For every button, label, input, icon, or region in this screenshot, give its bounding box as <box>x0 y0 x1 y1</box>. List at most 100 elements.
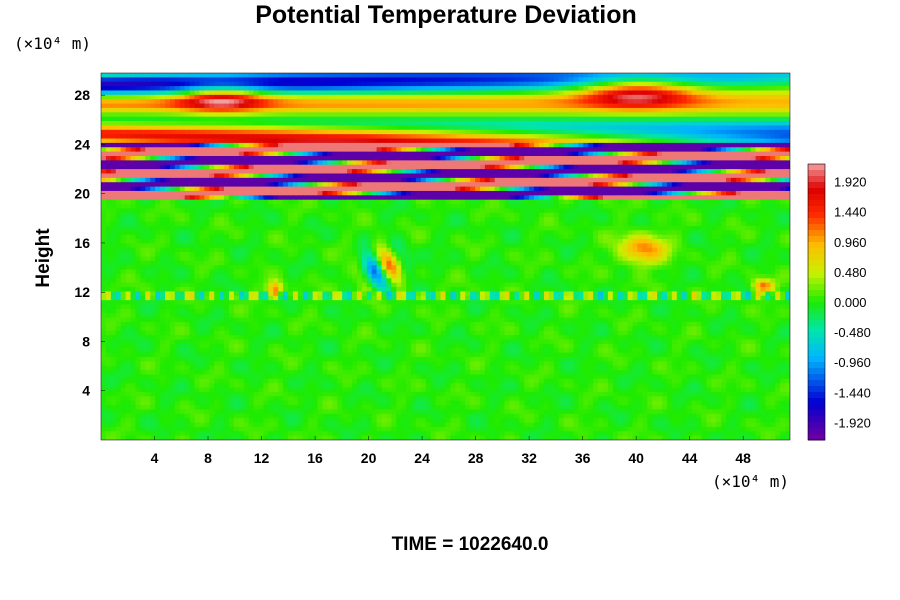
heatmap-cell <box>199 129 205 135</box>
heatmap-cell <box>524 173 530 179</box>
heatmap-cell <box>573 199 579 205</box>
heatmap-cell <box>253 90 260 96</box>
heatmap-cell <box>563 204 570 210</box>
heatmap-cell <box>411 208 417 214</box>
heatmap-cell <box>302 147 309 153</box>
heatmap-cell <box>361 186 368 192</box>
heatmap-cell <box>622 77 629 83</box>
heatmap-cell <box>278 195 284 201</box>
heatmap-cell <box>607 90 614 96</box>
heatmap-cell <box>317 156 324 161</box>
heatmap-cell <box>381 190 388 196</box>
heatmap-cell <box>381 195 388 201</box>
heatmap-cell <box>179 125 186 131</box>
heatmap-cell <box>224 112 230 118</box>
heatmap-cell <box>361 151 368 157</box>
heatmap-cell <box>105 195 112 201</box>
heatmap-cell <box>602 121 609 127</box>
heatmap-cell <box>465 212 471 218</box>
heatmap-cell <box>450 182 456 188</box>
heatmap-cell <box>420 121 427 127</box>
heatmap-cell <box>430 107 437 113</box>
heatmap-cell <box>494 103 501 109</box>
heatmap-cell <box>622 164 629 170</box>
heatmap-cell <box>666 204 673 210</box>
heatmap-cell <box>160 94 166 100</box>
heatmap-cell <box>406 129 412 135</box>
heatmap-cell <box>105 156 112 161</box>
heatmap-cell <box>514 81 520 87</box>
heatmap-cell <box>755 142 762 148</box>
heatmap-cell <box>652 94 658 100</box>
heatmap-cell <box>755 121 762 127</box>
heatmap-cell <box>169 190 176 196</box>
heatmap-cell <box>155 81 161 87</box>
heatmap-cell <box>317 81 324 87</box>
heatmap-cell <box>174 99 181 105</box>
heatmap-cell <box>351 195 358 201</box>
heatmap-cell <box>602 164 609 170</box>
heatmap-cell <box>160 160 166 166</box>
heatmap-cell <box>101 225 107 231</box>
heatmap-cell <box>243 99 250 105</box>
heatmap-cell <box>115 186 122 192</box>
heatmap-cell <box>780 121 786 127</box>
heatmap-cell <box>435 151 442 157</box>
heatmap-cell <box>568 217 575 223</box>
heatmap-cell <box>726 195 732 201</box>
heatmap-cell <box>573 182 579 188</box>
heatmap-cell <box>524 99 530 105</box>
heatmap-cell <box>396 225 402 231</box>
heatmap-cell <box>607 156 614 161</box>
heatmap-cell <box>435 204 442 210</box>
heatmap-cell <box>529 142 535 148</box>
heatmap-cell <box>745 173 752 179</box>
heatmap-cell <box>194 121 201 127</box>
heatmap-cell <box>243 147 250 153</box>
heatmap-cell <box>214 147 220 153</box>
heatmap-cell <box>204 182 210 188</box>
heatmap-cell <box>775 77 781 83</box>
heatmap-cell <box>386 212 392 218</box>
heatmap-cell <box>263 129 269 135</box>
heatmap-cell <box>662 116 668 122</box>
heatmap-cell <box>583 112 589 118</box>
heatmap-cell <box>356 73 363 78</box>
heatmap-cell <box>593 103 599 109</box>
heatmap-cell <box>401 177 407 183</box>
heatmap-cell <box>583 190 589 196</box>
heatmap-cell <box>765 129 771 135</box>
heatmap-cell <box>332 190 338 196</box>
heatmap-cell <box>361 160 368 166</box>
heatmap-cell <box>386 177 392 183</box>
heatmap-cell <box>524 217 530 223</box>
heatmap-cell <box>666 221 673 227</box>
heatmap-cell <box>671 195 678 201</box>
heatmap-cell <box>745 160 752 166</box>
heatmap-cell <box>509 81 515 87</box>
heatmap-cell <box>430 195 437 201</box>
heatmap-cell <box>356 90 363 96</box>
heatmap-cell <box>489 182 496 188</box>
heatmap-cell <box>563 186 570 192</box>
heatmap-cell <box>179 77 186 83</box>
heatmap-cell <box>430 121 437 127</box>
heatmap-cell <box>288 204 294 210</box>
heatmap-cell <box>322 86 328 92</box>
heatmap-cell <box>140 125 146 131</box>
heatmap-cell <box>770 204 776 210</box>
heatmap-cell <box>140 142 146 148</box>
heatmap-cell <box>622 116 629 122</box>
heatmap-cell <box>224 94 230 100</box>
heatmap-cell <box>735 190 742 196</box>
heatmap-cell <box>548 116 555 122</box>
heatmap-cell <box>632 195 639 201</box>
heatmap-cell <box>494 186 501 192</box>
heatmap-cell <box>780 199 786 205</box>
heatmap-cell <box>120 116 127 122</box>
heatmap-cell <box>617 217 624 223</box>
heatmap-cell <box>450 156 456 161</box>
heatmap-cell <box>676 164 683 170</box>
heatmap-cell <box>332 107 338 113</box>
heatmap-cell <box>332 217 338 223</box>
